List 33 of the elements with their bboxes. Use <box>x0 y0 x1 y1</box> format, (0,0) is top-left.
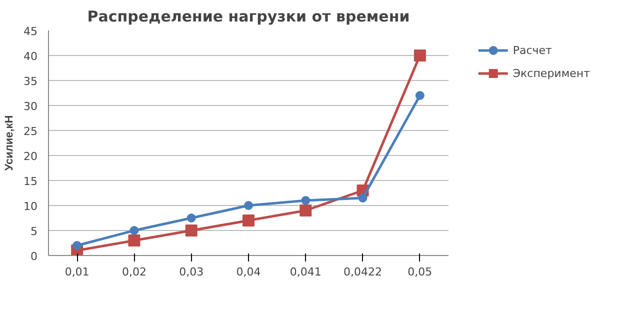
y-axis-title: Усилие,кН <box>4 115 16 171</box>
y-tick-label: 15 <box>24 175 38 188</box>
point <box>186 214 196 222</box>
y-tick-label: 5 <box>30 225 38 238</box>
x-tick-label: 0,05 <box>408 266 432 278</box>
y-tick-label: 30 <box>24 100 38 113</box>
y-tick-label: 0 <box>30 250 38 263</box>
point <box>414 50 426 62</box>
point <box>358 194 368 202</box>
y-tick-label: 10 <box>24 200 38 213</box>
x-tick-label: 0,03 <box>179 266 204 278</box>
y-tick-label: 25 <box>24 125 38 138</box>
point <box>242 214 254 226</box>
point <box>185 224 198 236</box>
point <box>130 226 139 235</box>
x-tick-label: 0,04 <box>236 266 261 278</box>
legend-label: Расчет <box>512 44 552 56</box>
x-tick-label: 0,02 <box>122 266 146 278</box>
point <box>72 241 82 250</box>
y-tick-label: 40 <box>24 50 38 63</box>
point <box>244 201 253 210</box>
y-tick-label: 20 <box>24 150 38 163</box>
x-tick-label: 0,041 <box>290 266 322 278</box>
y-tick-label: 45 <box>24 25 38 38</box>
point <box>301 196 310 205</box>
chart-title: Распределение нагрузки от времени <box>87 8 410 26</box>
x-tick-label: 0,0422 <box>344 266 382 278</box>
y-tick-label: 35 <box>24 75 38 88</box>
point <box>415 91 424 100</box>
legend-label: Эксперимент <box>512 66 590 80</box>
point <box>300 204 312 216</box>
x-tick-label: 0,01 <box>64 266 90 278</box>
point <box>128 234 140 246</box>
